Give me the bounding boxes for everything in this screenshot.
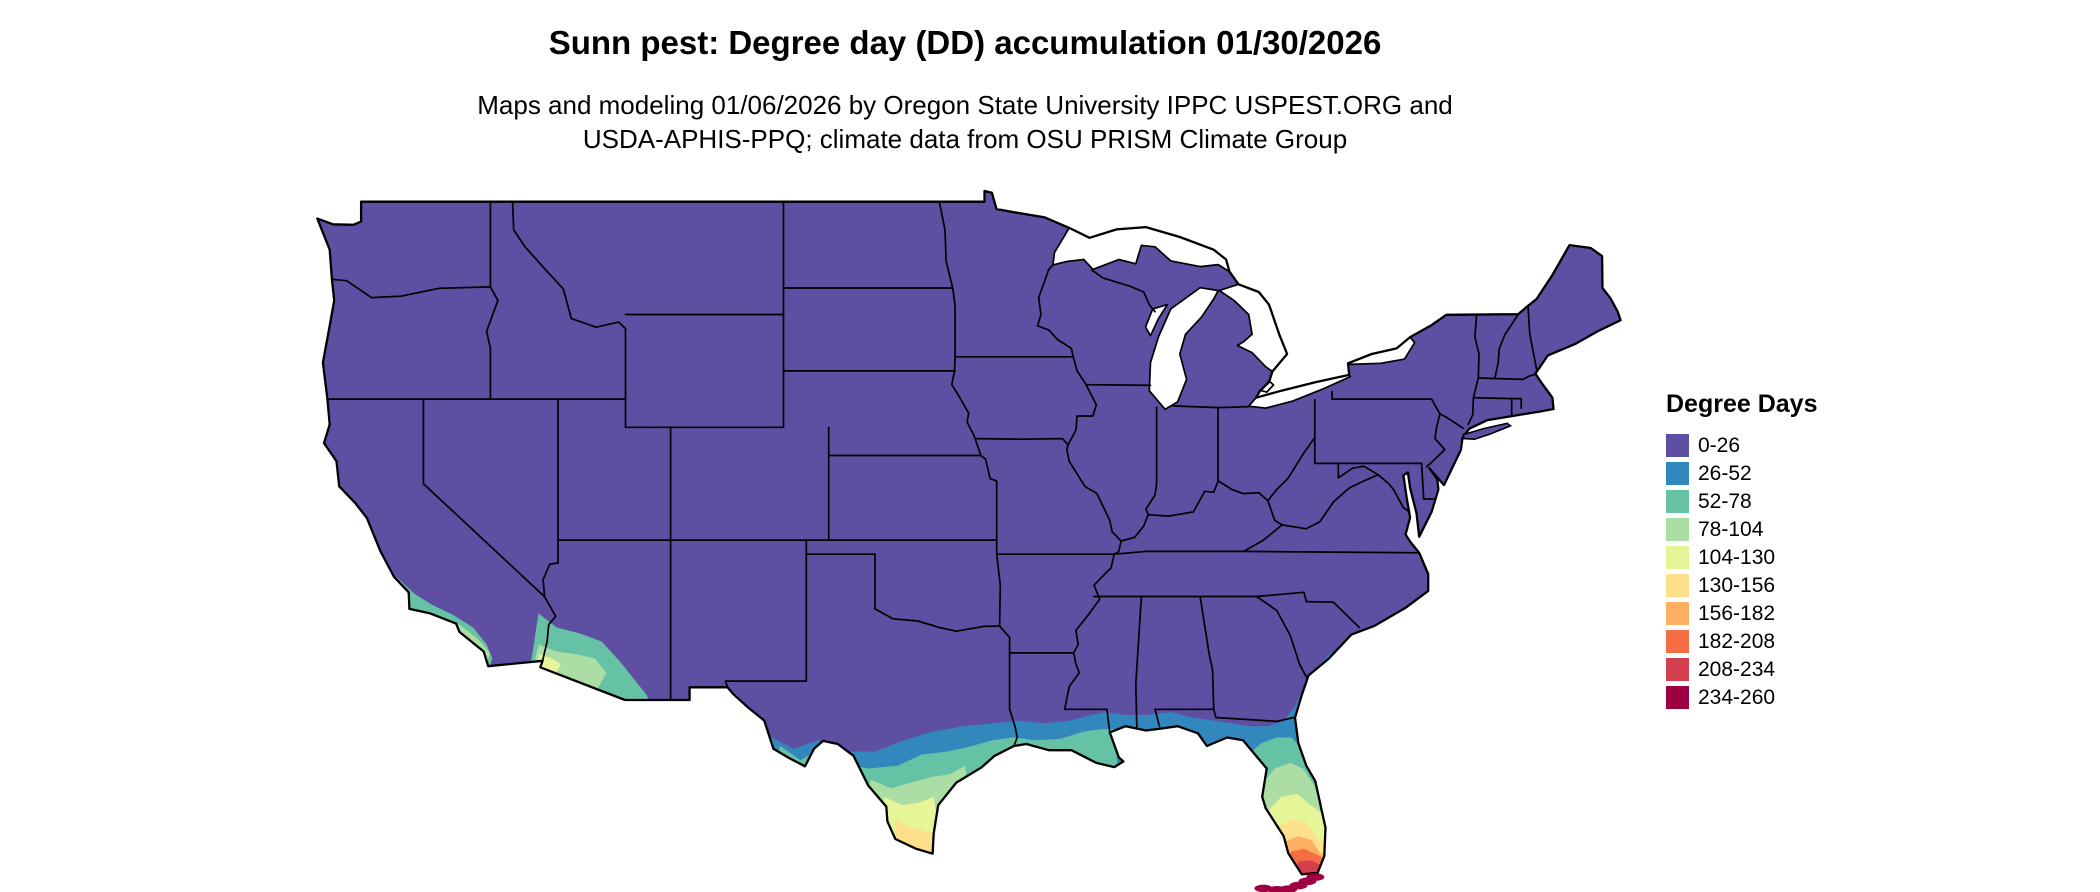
map-subtitle-line1: Maps and modeling 01/06/2026 by Oregon S…: [477, 90, 1453, 120]
state-border-line: [1527, 304, 1538, 371]
legend-row: 52-78: [1666, 487, 1817, 515]
header: Sunn pest: Degree day (DD) accumulation …: [0, 24, 1930, 157]
us-outline: [316, 189, 1622, 876]
lake: [1148, 286, 1220, 411]
legend-swatch: [1666, 685, 1689, 709]
legend-row: 26-52: [1666, 459, 1817, 487]
long-island: [1462, 422, 1512, 441]
state-border-line: [1199, 595, 1215, 711]
legend-swatch: [1666, 573, 1689, 597]
state-border-line: [1255, 591, 1361, 629]
state-border-line: [511, 200, 627, 330]
state-border-line: [1242, 524, 1283, 553]
state-border-line: [1154, 708, 1295, 723]
state-border-line: [1085, 383, 1152, 387]
legend-row: 156-182: [1666, 599, 1817, 627]
legend-swatch: [1666, 433, 1689, 457]
state-border-line: [974, 437, 1069, 446]
legend-row: 78-104: [1666, 515, 1817, 543]
state-border-line: [331, 278, 492, 299]
legend-swatch: [1666, 629, 1689, 653]
legend-swatch: [1666, 601, 1689, 625]
legend-swatch: [1666, 461, 1689, 485]
state-border-line: [1281, 473, 1379, 530]
state-border-line: [938, 200, 954, 289]
legend-swatch: [1666, 489, 1689, 513]
state-border-line: [1477, 373, 1536, 381]
state-border-line: [1145, 406, 1158, 516]
state-border-line: [1113, 550, 1245, 556]
legend-swatch: [1666, 545, 1689, 569]
state-border-line: [1420, 462, 1440, 501]
legend-bin-label: 130-156: [1698, 573, 1776, 597]
state-border-line: [995, 539, 1011, 654]
state-border-line: [1134, 595, 1143, 732]
legend-row: 104-130: [1666, 543, 1817, 571]
state-border-line: [1425, 412, 1446, 468]
map-subtitle-line2: USDA-APHIS-PPQ; climate data from OSU PR…: [582, 124, 1348, 155]
state-border-line: [422, 398, 546, 598]
legend-title: Degree Days: [1666, 390, 1818, 418]
state-border-line: [1120, 436, 1316, 542]
state-border-line: [1313, 398, 1340, 465]
state-border-line: [1445, 416, 1465, 430]
state-border-line: [1063, 540, 1122, 711]
legend-bin-label: 52-78: [1698, 489, 1752, 513]
legend-bin-label: 78-104: [1698, 517, 1764, 541]
legend-bin-label: 208-234: [1698, 657, 1776, 681]
state-border-line: [1331, 390, 1448, 419]
legend-bin-label: 26-52: [1698, 461, 1752, 485]
state-border-line: [1267, 499, 1283, 526]
state-border-line: [485, 200, 499, 400]
legend-swatch: [1666, 657, 1689, 681]
legend: Degree Days 0-26 26-52 52-78 78-104 104-130 1…: [1666, 390, 1817, 711]
legend-bin-label: 234-260: [1698, 685, 1776, 709]
state-border-line: [1063, 708, 1111, 734]
state-border-line: [1255, 595, 1309, 680]
legend-row: 234-260: [1666, 683, 1817, 711]
state-border-line: [1337, 462, 1379, 479]
florida-key: [1254, 884, 1273, 892]
state-border-line: [724, 539, 808, 689]
legend-bin-label: 182-208: [1698, 629, 1776, 653]
legend-swatch: [1666, 517, 1689, 541]
florida-key: [1267, 886, 1286, 892]
state-border-line: [1493, 313, 1520, 380]
state-border-line: [1472, 396, 1523, 400]
us-landmass: [317, 191, 1621, 875]
state-border-line: [874, 608, 1001, 633]
legend-row: 0-26: [1666, 431, 1817, 459]
state-border-line: [1008, 652, 1019, 747]
lake: [1144, 303, 1169, 337]
legend-rows: 0-26 26-52 52-78 78-104 104-130 130-156 156-18…: [1666, 431, 1817, 711]
state-border-line: [1242, 550, 1421, 554]
legend-bin-label: 156-182: [1698, 601, 1776, 625]
state-border-line: [950, 383, 998, 541]
state-border-line: [1090, 269, 1156, 313]
state-borders: [326, 200, 1538, 747]
state-border-line: [541, 595, 557, 662]
state-border-line: [542, 398, 559, 598]
state-border-line: [1377, 473, 1413, 515]
legend-row: 130-156: [1666, 571, 1817, 599]
legend-bin-label: 0-26: [1698, 433, 1741, 457]
legend-bin-label: 104-130: [1698, 545, 1776, 569]
state-border-line: [624, 398, 785, 429]
legend-row: 208-234: [1666, 655, 1817, 683]
page-title: Sunn pest: Degree day (DD) accumulation …: [548, 24, 1382, 61]
state-border-line: [1036, 264, 1122, 542]
state-border-line: [1154, 708, 1161, 728]
florida-keys: [1254, 873, 1325, 892]
legend-row: 182-208: [1666, 627, 1817, 655]
state-border-line: [1172, 405, 1250, 409]
